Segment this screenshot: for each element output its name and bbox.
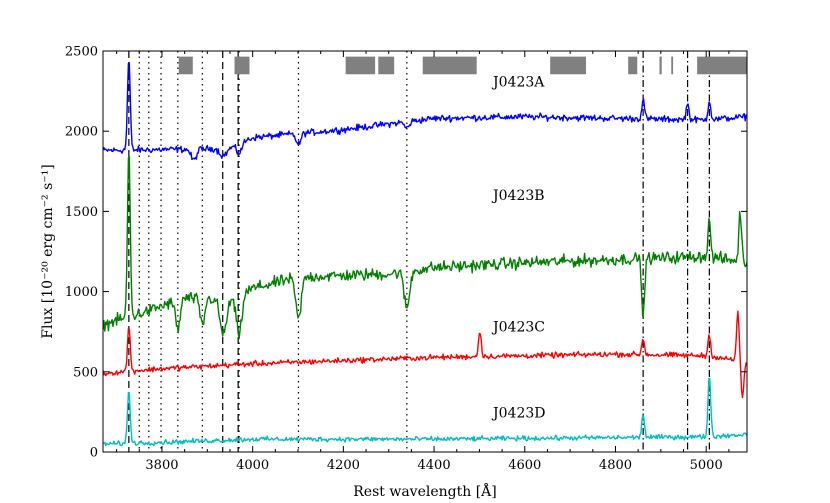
x-tick-label: 4800	[599, 458, 632, 473]
y-tick-label: 0	[90, 446, 98, 461]
masked-region	[378, 56, 395, 75]
masked-region	[697, 56, 747, 75]
masked-region	[671, 56, 674, 75]
series-label-j0423d: J0423D	[491, 406, 545, 422]
x-tick-label: 4000	[236, 458, 269, 473]
x-tick-label: 4200	[327, 458, 360, 473]
masked-region	[550, 56, 586, 75]
x-tick-label: 5000	[690, 458, 723, 473]
y-tick-label: 2500	[65, 45, 98, 60]
masked-region	[345, 56, 376, 75]
plot-frame	[102, 50, 748, 453]
masked-region	[178, 56, 193, 75]
series-line-j0423a	[103, 62, 747, 161]
y-axis-label: Flux [10⁻²⁰ erg cm⁻² s⁻¹]	[40, 164, 56, 339]
series-labels: J0423A J0423B J0423C J0423D	[491, 74, 545, 421]
x-axis-label: Rest wavelength [Å]	[353, 482, 496, 500]
series-label-j0423a: J0423A	[491, 74, 545, 90]
series-line-j0423b	[103, 155, 747, 340]
masked-regions	[178, 56, 747, 75]
x-tick-label: 4600	[508, 458, 541, 473]
spectra-series	[103, 62, 747, 447]
series-label-j0423c: J0423C	[491, 320, 545, 336]
x-tick-label: 4400	[418, 458, 451, 473]
y-tick-label: 1000	[65, 285, 98, 300]
y-tick-label: 500	[73, 365, 98, 380]
masked-region	[234, 56, 250, 75]
masked-region	[628, 56, 638, 75]
series-line-j0423d	[103, 377, 747, 447]
y-tick-label: 2000	[65, 125, 98, 140]
masked-region	[659, 56, 662, 75]
series-label-j0423b: J0423B	[491, 188, 545, 204]
y-tick-label: 1500	[65, 205, 98, 220]
reference-lines	[128, 51, 710, 452]
axis-ticks: 3800 4000 4200 4400 4600 4800 5000 0 500 1000 1500…	[65, 45, 747, 473]
x-tick-label: 3800	[145, 458, 178, 473]
masked-region	[422, 56, 477, 75]
series-line-j0423c	[103, 310, 747, 399]
